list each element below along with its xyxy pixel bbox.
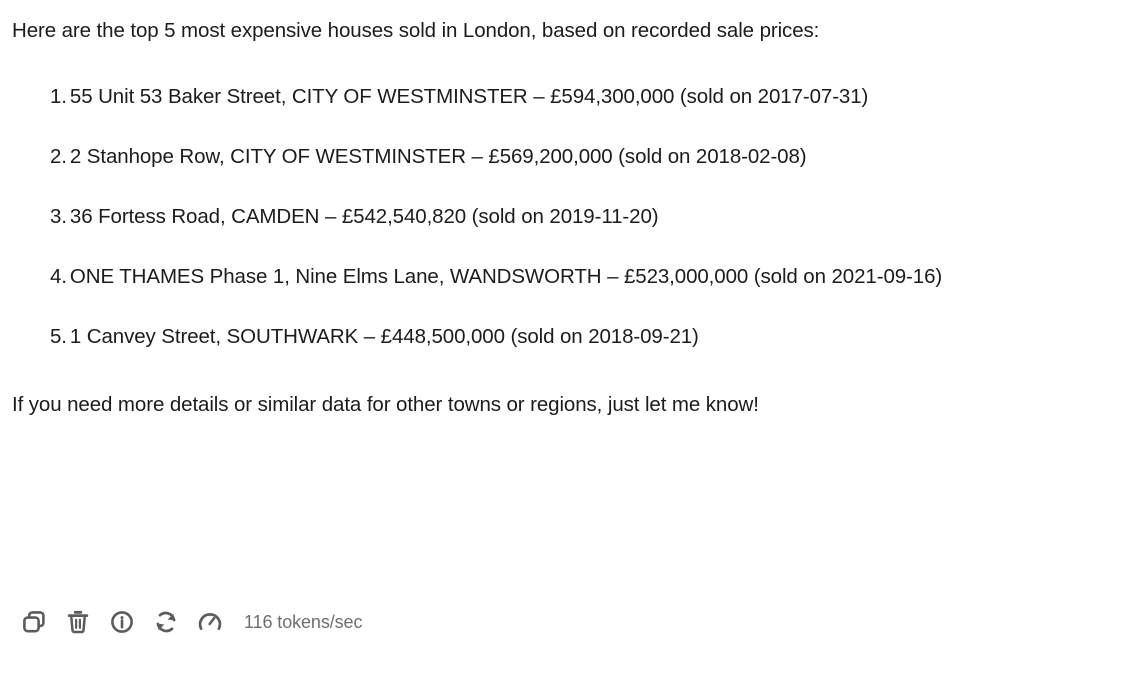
list-item-content: 2 Stanhope Row, CITY OF WESTMINSTER – £5… [69,145,807,168]
regenerate-icon [153,609,179,635]
list-item-number: 5. [50,325,67,348]
speed-button[interactable] [188,605,232,639]
list-item-number: 1. [50,85,67,108]
house-list-container: 1. 55 Unit 53 Baker Street, CITY OF WESTM… [12,74,1112,360]
list-item-text: 4. ONE THAMES Phase 1, Nine Elms Lane, WA… [50,254,1112,300]
list-item-content: 36 Fortess Road, CAMDEN – £542,540,820 (… [69,205,659,228]
token-rate-label: 116 tokens/sec [244,611,363,632]
list-item: 2. 2 Stanhope Row, CITY OF WESTMINSTER – … [12,134,1112,180]
regenerate-button[interactable] [144,605,188,639]
list-item: 5. 1 Canvey Street, SOUTHWARK – £448,500,… [12,314,1112,360]
list-item: 3. 36 Fortess Road, CAMDEN – £542,540,820… [12,194,1112,240]
message-action-toolbar: 116 tokens/sec [12,605,362,639]
trash-icon [65,609,91,635]
list-item-number: 3. [50,205,67,228]
list-item-number: 4. [50,265,67,288]
list-item-content: 1 Canvey Street, SOUTHWARK – £448,500,00… [69,325,699,348]
message-body: Here are the top 5 most expensive houses… [12,19,1112,416]
outro-paragraph: If you need more details or similar data… [12,393,759,416]
copy-button[interactable] [12,605,56,639]
copy-icon [21,609,47,635]
list-item-content: 55 Unit 53 Baker Street, CITY OF WESTMIN… [69,85,869,108]
info-icon [109,609,135,635]
intro-paragraph: Here are the top 5 most expensive houses… [12,19,820,42]
list-item: 1. 55 Unit 53 Baker Street, CITY OF WESTM… [12,74,1112,120]
house-list: 1. 55 Unit 53 Baker Street, CITY OF WESTM… [12,74,1112,360]
list-item-text: 1. 55 Unit 53 Baker Street, CITY OF WESTM… [50,74,1112,120]
list-item-number: 2. [50,145,67,168]
list-item-text: 3. 36 Fortess Road, CAMDEN – £542,540,820… [50,194,1112,240]
list-item: 4. ONE THAMES Phase 1, Nine Elms Lane, WA… [12,254,1112,300]
list-item-text: 2. 2 Stanhope Row, CITY OF WESTMINSTER – … [50,134,1112,180]
info-button[interactable] [100,605,144,639]
list-item-text: 5. 1 Canvey Street, SOUTHWARK – £448,500,… [50,314,1112,360]
list-item-content: ONE THAMES Phase 1, Nine Elms Lane, WAND… [69,265,943,288]
delete-button[interactable] [56,605,100,639]
speed-gauge-icon [197,609,223,635]
